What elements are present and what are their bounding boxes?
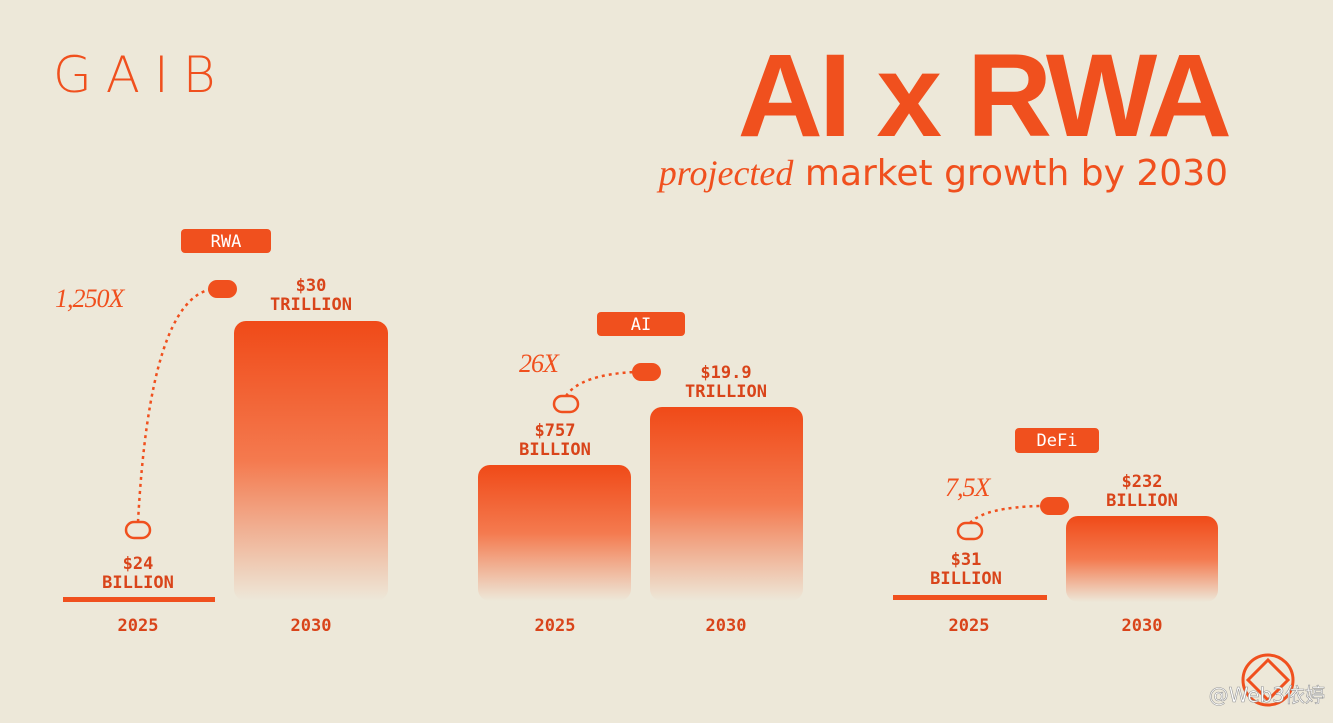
subtitle: projected market growth by 2030 <box>656 153 1228 194</box>
amount: $24 <box>123 554 154 574</box>
unit: BILLION <box>102 573 174 593</box>
year: 2025 <box>118 616 159 636</box>
end-dot <box>208 280 237 298</box>
multiplier: 1,250X <box>55 284 126 313</box>
group-rwa: RWA 1,250X $24 BILLION $30 TRILLION 2025… <box>55 229 388 636</box>
start-dot <box>552 394 580 414</box>
amount: $19.9 <box>700 363 751 383</box>
amount: $757 <box>535 421 576 441</box>
year: 2030 <box>1122 616 1163 636</box>
unit: BILLION <box>930 569 1002 589</box>
bar <box>650 407 803 601</box>
tag: DeFi <box>1037 431 1078 451</box>
start-dot <box>124 520 152 540</box>
year: 2025 <box>535 616 576 636</box>
unit: BILLION <box>519 440 591 460</box>
unit: TRILLION <box>685 382 767 402</box>
amount: $232 <box>1122 472 1163 492</box>
bar <box>234 321 388 601</box>
growth-curve <box>969 504 1043 524</box>
corner-logo <box>1241 653 1295 707</box>
year: 2030 <box>291 616 332 636</box>
growth-curve <box>564 370 635 397</box>
bar <box>478 465 631 601</box>
group-defi: DeFi 7,5X $31 BILLION $232 BILLION 2025 … <box>893 428 1218 636</box>
bar <box>1066 516 1218 602</box>
unit: TRILLION <box>270 295 352 315</box>
tag: AI <box>631 315 651 335</box>
year: 2025 <box>949 616 990 636</box>
subtitle-emphasis: projected <box>656 153 795 193</box>
bar <box>63 597 215 602</box>
start-dot <box>956 521 984 541</box>
unit: BILLION <box>1106 491 1178 511</box>
multiplier: 26X <box>519 349 560 378</box>
subtitle-rest: market growth by 2030 <box>805 153 1228 194</box>
growth-curve <box>136 287 213 523</box>
watermark: @Web3依婷 <box>1209 683 1325 707</box>
amount: $31 <box>951 550 982 570</box>
brand: GAIB <box>53 46 229 104</box>
tag: RWA <box>211 232 242 252</box>
group-ai: AI 26X $757 BILLION $19.9 TRILLION 2025 … <box>478 312 803 636</box>
year: 2030 <box>706 616 747 636</box>
bar <box>893 595 1047 600</box>
title: AI x RWA <box>738 30 1230 162</box>
tag-box <box>1015 428 1099 453</box>
end-dot <box>632 363 661 381</box>
multiplier: 7,5X <box>945 473 992 502</box>
end-dot <box>1040 497 1069 515</box>
tag-box <box>597 312 685 336</box>
tag-box <box>181 229 271 253</box>
amount: $30 <box>296 276 327 296</box>
